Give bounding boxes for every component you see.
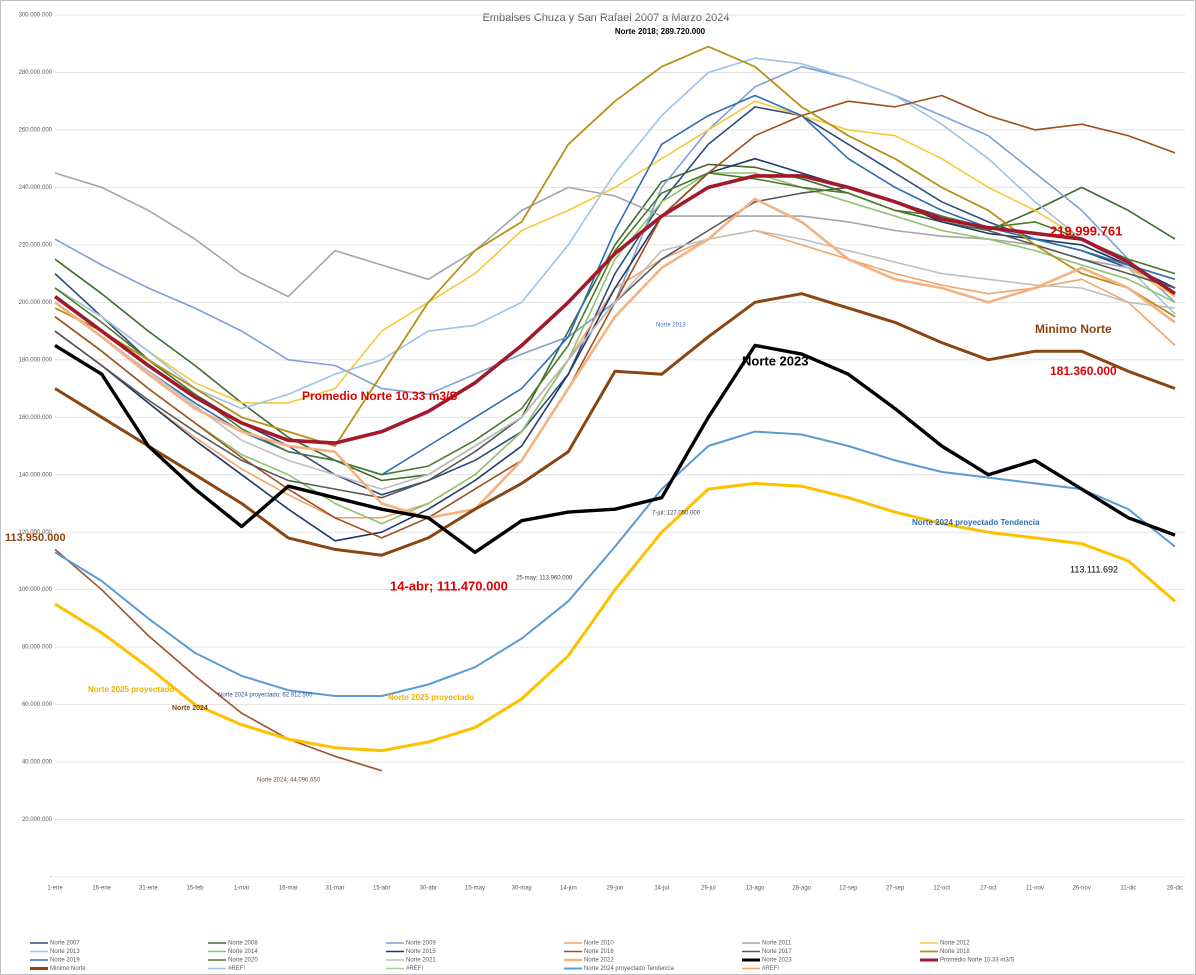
x-tick-label: 1-ene bbox=[47, 886, 63, 892]
legend-label: Norte 2018 bbox=[940, 949, 970, 955]
annotation: Norte 2024 proyectado Tendencia bbox=[912, 518, 1040, 527]
annotation: Minimo Norte bbox=[1035, 322, 1112, 336]
x-tick-label: 11-nov bbox=[1026, 886, 1044, 892]
annotation: 219.999.761 bbox=[1050, 223, 1122, 238]
annotation: Norte 2018; 289.720.000 bbox=[615, 27, 706, 36]
y-tick-label: 300.000.000 bbox=[19, 13, 53, 19]
x-tick-label: 29-jun bbox=[607, 886, 624, 892]
x-tick-label: 26-dic bbox=[1167, 886, 1183, 892]
annotation: 113.950.000 bbox=[5, 532, 66, 544]
y-tick-label: 160.000.000 bbox=[19, 415, 53, 421]
y-tick-label: 180.000.000 bbox=[19, 357, 53, 363]
y-tick-label: 120.000.000 bbox=[19, 530, 53, 536]
series-line bbox=[54, 100, 1176, 404]
legend-label: Norte 2010 bbox=[584, 941, 614, 947]
legend-label: Norte 2024 proyectado Tendencia bbox=[584, 966, 675, 972]
annotation: Promedio Norte 10.33 m3/S bbox=[302, 389, 457, 403]
annotation: Norte 2024; 44.090.650 bbox=[257, 778, 321, 784]
x-tick-label: 26-nov bbox=[1072, 886, 1090, 892]
y-tick-label: 60.000.000 bbox=[22, 702, 53, 708]
series-line bbox=[54, 157, 1176, 542]
x-tick-label: 12-oct bbox=[933, 886, 950, 892]
y-tick-label: 260.000.000 bbox=[19, 128, 53, 134]
series-line bbox=[54, 430, 1176, 697]
legend-label: Norte 2017 bbox=[762, 949, 792, 955]
y-tick-label: 280.000.000 bbox=[19, 70, 53, 76]
annotation: 25-may; 113.960.000 bbox=[516, 576, 573, 582]
legend-label: Norte 2007 bbox=[50, 941, 80, 947]
x-tick-label: 30-may bbox=[512, 886, 532, 892]
y-tick-label: 140.000.000 bbox=[19, 472, 53, 478]
y-tick-label: 20.000.000 bbox=[22, 817, 53, 823]
series-line bbox=[54, 172, 1176, 525]
legend-label: Norte 2016 bbox=[584, 949, 614, 955]
legend-label: Norte 2021 bbox=[406, 958, 436, 964]
series-line bbox=[54, 343, 1176, 554]
annotation: Norte 2024 bbox=[172, 705, 208, 712]
chart-title: Embalses Chuza y San Rafael 2007 a Marzo… bbox=[482, 12, 729, 24]
y-tick-label: 40.000.000 bbox=[22, 760, 53, 766]
annotation: Norte 2013 bbox=[656, 323, 686, 329]
series-line bbox=[54, 45, 1176, 447]
legend-label: Norte 2015 bbox=[406, 949, 436, 955]
legend-label: #REF! bbox=[762, 966, 779, 972]
series-line bbox=[54, 57, 1176, 410]
legend-label: Norte 2013 bbox=[50, 949, 80, 955]
y-tick-label: 200.000.000 bbox=[19, 300, 53, 306]
annotation: Norte 2025 proyectado bbox=[88, 685, 174, 694]
legend-label: Norte 2008 bbox=[228, 941, 258, 947]
y-tick-label: 220.000.000 bbox=[19, 242, 53, 248]
series-line bbox=[54, 548, 382, 772]
x-tick-label: 27-sep bbox=[886, 886, 905, 892]
x-tick-label: 31-mar bbox=[325, 886, 344, 892]
annotation: 113.111.692 bbox=[1070, 564, 1118, 574]
legend-label: #REF! bbox=[228, 966, 245, 972]
x-tick-label: 16-mar bbox=[279, 886, 298, 892]
y-tick-label: 80.000.000 bbox=[22, 645, 53, 651]
x-tick-label: 15-abr bbox=[373, 886, 390, 892]
series-line bbox=[54, 481, 1176, 753]
x-tick-label: 11-dic bbox=[1120, 886, 1136, 892]
y-tick-label: 100.000.000 bbox=[19, 587, 53, 593]
y-tick-label: - bbox=[50, 875, 52, 881]
x-tick-label: 14-jul bbox=[654, 886, 669, 892]
legend-label: Norte 2009 bbox=[406, 941, 436, 947]
x-tick-label: 27-oct bbox=[980, 886, 997, 892]
x-tick-label: 29-jul bbox=[701, 886, 716, 892]
x-tick-label: 1-mar bbox=[234, 886, 250, 892]
series-line bbox=[54, 197, 1176, 520]
annotation: Norte 2023 bbox=[742, 353, 808, 368]
annotation: Norte 2025 proyectado bbox=[388, 693, 474, 702]
legend-label: Norte 2022 bbox=[584, 958, 614, 964]
annotation: 14-abr; 111.470.000 bbox=[390, 578, 508, 593]
legend-label: Norte 2020 bbox=[228, 958, 258, 964]
legend-label: Minimo Norte bbox=[50, 966, 86, 972]
x-tick-label: 16-ene bbox=[92, 886, 111, 892]
series-line bbox=[54, 229, 1176, 490]
x-tick-label: 15-may bbox=[465, 886, 485, 892]
annotation: Norte 2024 proyectado: 62.912.500 bbox=[218, 693, 313, 699]
legend-label: Norte 2019 bbox=[50, 958, 80, 964]
series-line bbox=[54, 292, 1176, 557]
x-tick-label: 13-ago bbox=[746, 886, 765, 892]
series-line bbox=[53, 174, 1177, 445]
annotation: 181.360.000 bbox=[1050, 364, 1117, 378]
x-tick-label: 12-sep bbox=[839, 886, 858, 892]
x-tick-label: 31-ene bbox=[139, 886, 158, 892]
x-tick-label: 14-jun bbox=[560, 886, 577, 892]
annotation: 7-jul; 127.050.000 bbox=[652, 511, 701, 517]
x-tick-label: 30-abr bbox=[420, 886, 437, 892]
x-tick-label: 15-feb bbox=[186, 886, 204, 892]
y-tick-label: 240.000.000 bbox=[19, 185, 53, 191]
legend-label: Norte 2023 bbox=[762, 958, 792, 964]
legend-label: Norte 2012 bbox=[940, 941, 970, 947]
legend-label: Norte 2011 bbox=[762, 941, 792, 947]
x-tick-label: 28-ago bbox=[792, 886, 811, 892]
legend-label: Promedio Norte 10.33 m3/S bbox=[940, 958, 1014, 964]
legend-label: #REF! bbox=[406, 966, 423, 972]
legend-label: Norte 2014 bbox=[228, 949, 258, 955]
